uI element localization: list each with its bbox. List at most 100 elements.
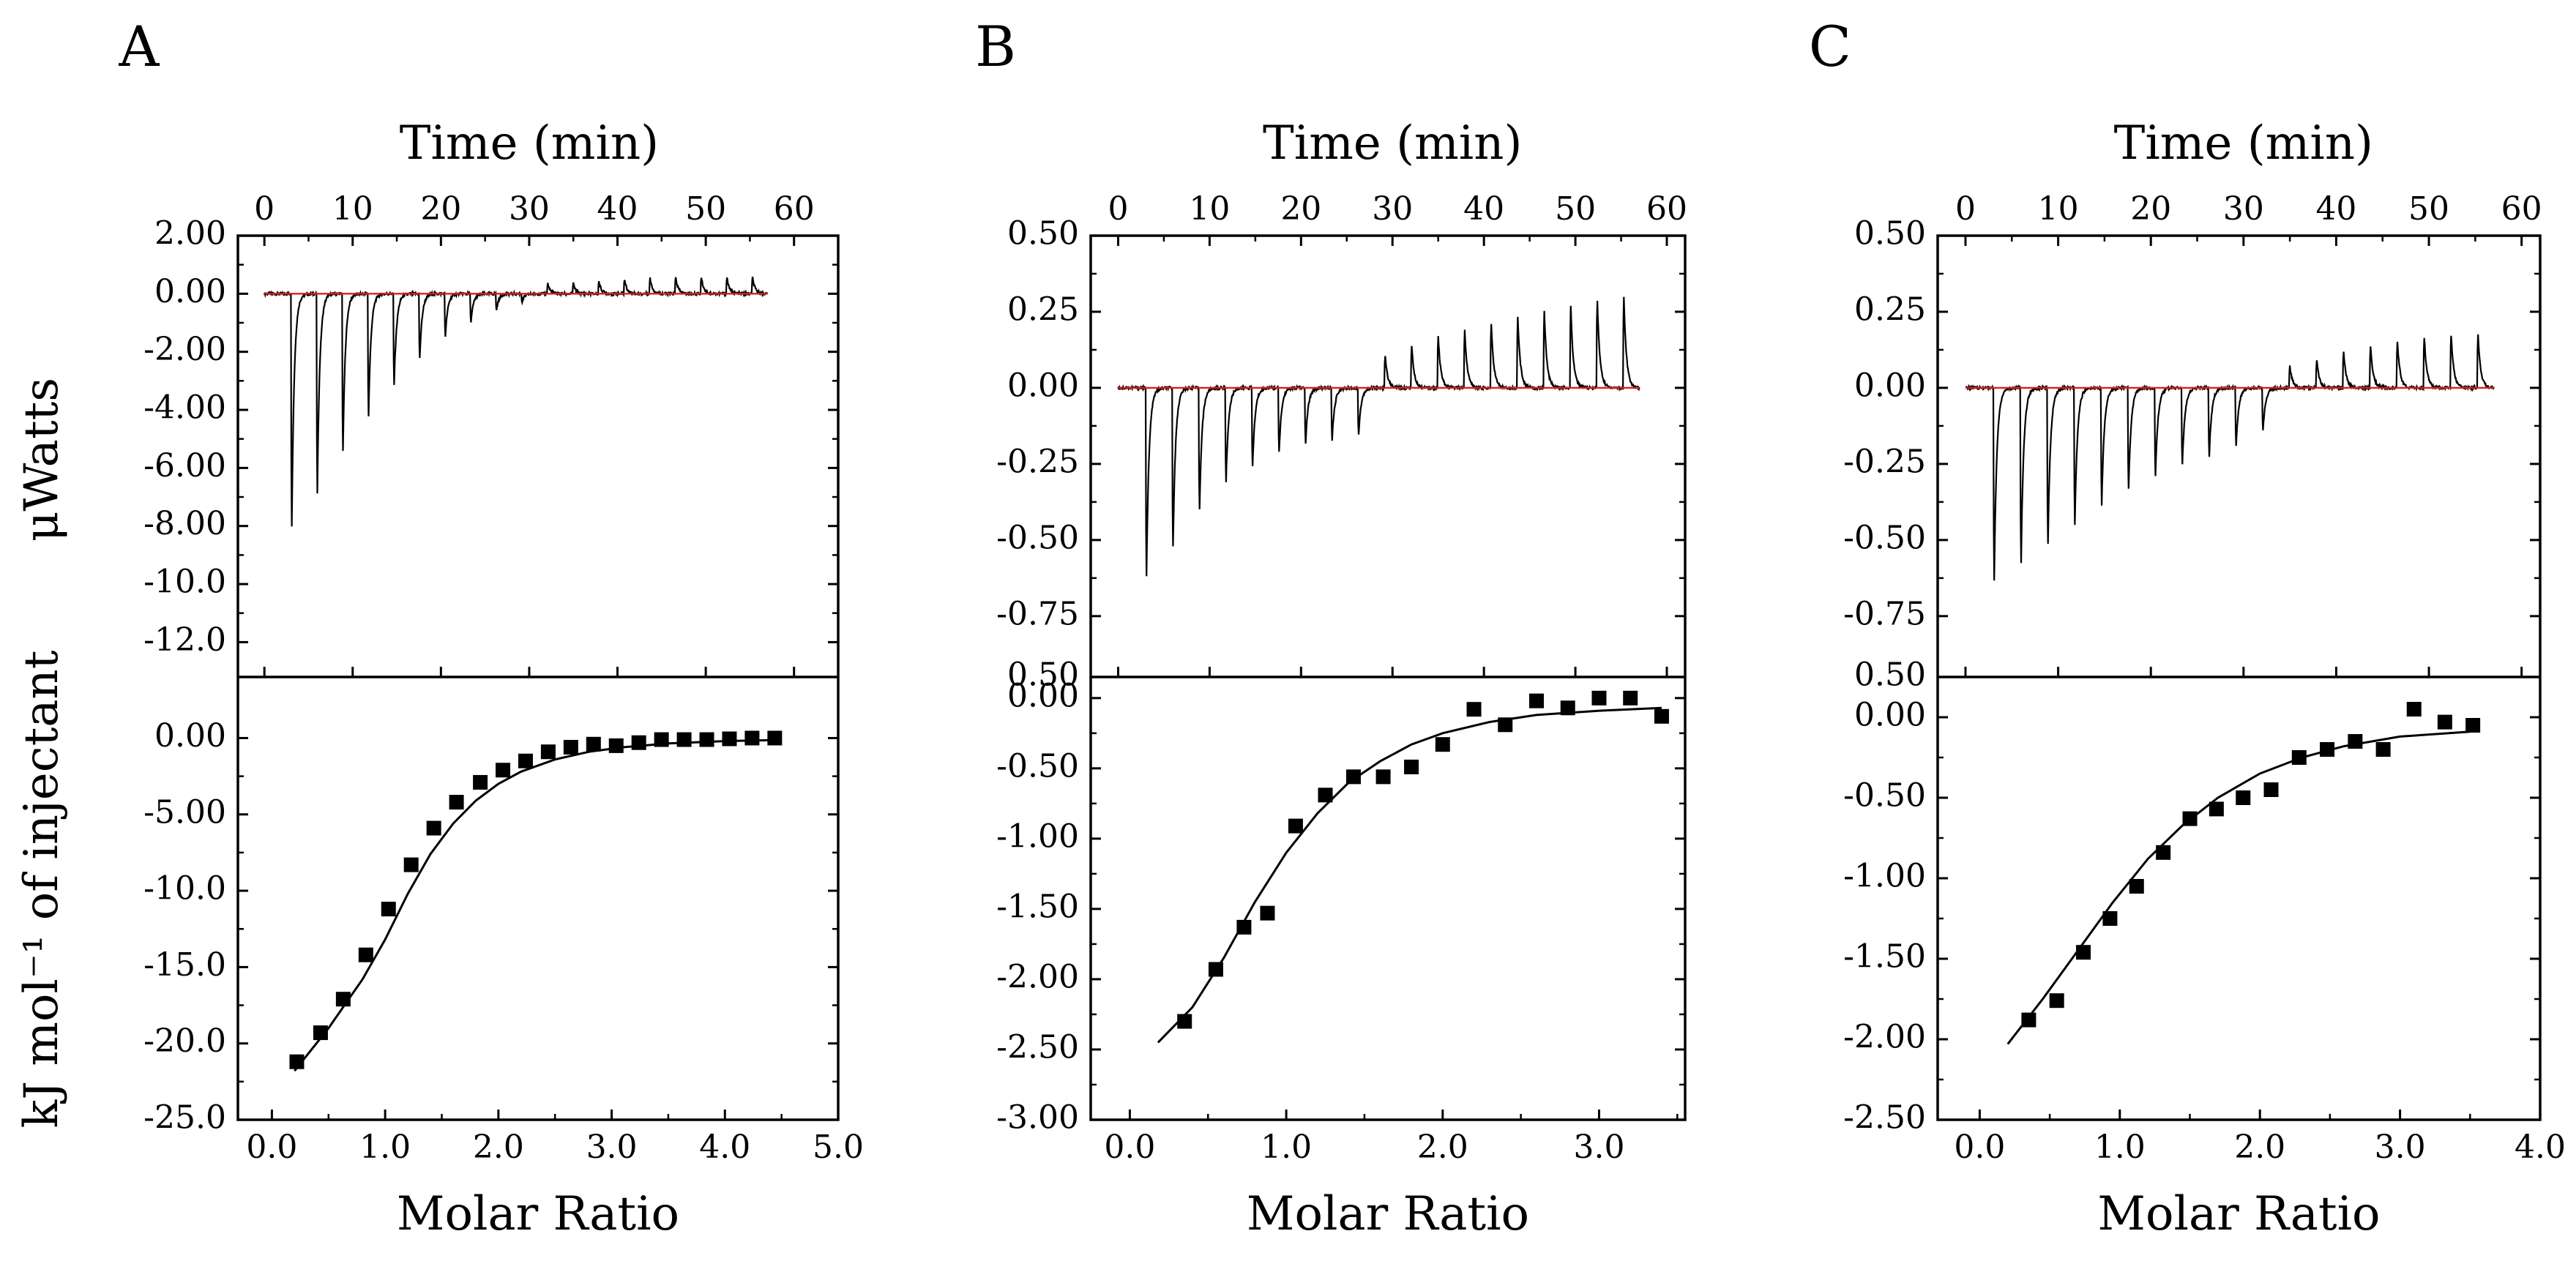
power-tick-label: -0.50: [1843, 519, 1926, 556]
power-tick-label: 0.50: [1854, 215, 1926, 252]
ratio-tick-label: 1.0: [2094, 1129, 2146, 1166]
heat-tick-label: -0.50: [1843, 777, 1926, 815]
data-point: [518, 753, 533, 768]
data-point: [1529, 693, 1544, 708]
time-axis-title: Time (min): [2114, 116, 2373, 171]
data-point: [335, 992, 351, 1007]
data-point: [2437, 714, 2452, 730]
data-point: [1345, 769, 1361, 785]
time-tick-label: 20: [2130, 190, 2171, 228]
ratio-tick-label: 2.0: [1417, 1129, 1468, 1166]
ratio-tick-label: 0.0: [1104, 1129, 1155, 1166]
time-axis-title: Time (min): [400, 116, 659, 171]
power-tick-label: -0.50: [996, 519, 1079, 556]
time-tick-label: 40: [1463, 190, 1504, 228]
data-point: [2375, 742, 2391, 757]
ratio-axis-title: Molar Ratio: [2097, 1187, 2380, 1241]
panel-letter: B: [975, 14, 1016, 79]
power-tick-label: 0.50: [1007, 215, 1079, 252]
data-point: [1404, 759, 1419, 774]
data-point: [2021, 1012, 2036, 1028]
data-point: [1208, 962, 1223, 977]
shared-ylabel-top: μWatts: [15, 378, 69, 542]
heat-tick-label: -10.0: [143, 870, 226, 908]
data-point: [313, 1025, 328, 1041]
data-point: [1375, 769, 1391, 785]
power-tick-label: -2.00: [143, 331, 226, 368]
power-tick-label: 0.25: [1854, 291, 1926, 328]
data-point: [2129, 879, 2144, 894]
heat-tick-label: 0.00: [1854, 697, 1926, 734]
ratio-tick-label: 4.0: [2515, 1129, 2566, 1166]
data-point: [563, 739, 578, 755]
ratio-tick-label: 3.0: [586, 1129, 638, 1166]
ratio-tick-label: 2.0: [2234, 1129, 2285, 1166]
panel-b: B 0 10 20 30 40 50 60 Time (min) 0.50 0.25 0.00 -0.2…: [975, 14, 1687, 1241]
data-point: [2076, 945, 2091, 960]
heat-tick-label: -1.00: [996, 818, 1079, 855]
power-tick-label: 0.25: [1007, 291, 1079, 328]
data-point: [1236, 919, 1252, 935]
heat-tick-label: -2.50: [1843, 1099, 1926, 1137]
heat-tick-label: -2.00: [996, 958, 1079, 995]
data-point: [676, 732, 692, 747]
data-point: [381, 902, 396, 917]
time-tick-label: 10: [332, 190, 373, 228]
shared-ylabel-bottom: kJ mol⁻¹ of injectant: [15, 650, 69, 1128]
power-tick-label: 0.00: [1007, 367, 1079, 404]
fit-curve: [2006, 730, 2471, 1045]
heat-tick-label: -2.00: [1843, 1019, 1926, 1056]
power-tick-label: 2.00: [154, 215, 226, 252]
ratio-tick-label: 0.0: [246, 1129, 297, 1166]
panel-c: C 0 10 20 30 40 50 60 Time (min) 0.50 0.25 0.00 -0.2…: [1809, 14, 2566, 1241]
time-tick-label: 0: [254, 190, 275, 228]
data-point: [496, 763, 511, 778]
data-point: [2182, 811, 2198, 826]
ratio-tick-label: 4.0: [699, 1129, 750, 1166]
data-point: [2236, 790, 2251, 805]
heat-tick-label: -1.50: [1843, 938, 1926, 976]
power-tick-label: -0.25: [1843, 443, 1926, 480]
heat-tick-label: -2.50: [996, 1028, 1079, 1066]
time-tick-label: 30: [2223, 190, 2264, 228]
data-point: [1260, 905, 1275, 921]
data-point: [586, 736, 601, 752]
power-tick-label: -0.75: [996, 595, 1079, 632]
time-tick-label: 60: [774, 190, 815, 228]
data-point: [654, 732, 669, 747]
data-point: [2049, 993, 2064, 1009]
data-point: [2291, 750, 2307, 765]
data-point: [722, 731, 737, 747]
data-point: [1288, 818, 1303, 834]
time-tick-label: 60: [2501, 190, 2542, 228]
ratio-axis-title: Molar Ratio: [1247, 1187, 1529, 1241]
divider-tick-label: 0.50: [1007, 656, 1079, 694]
thermogram-trace: [264, 276, 769, 527]
time-tick-label: 40: [2315, 190, 2356, 228]
data-point: [1318, 787, 1333, 803]
power-tick-label: -0.25: [996, 443, 1079, 480]
time-tick-label: 10: [1189, 190, 1230, 228]
power-tick-label: -12.0: [143, 621, 226, 659]
divider-tick-label: 0.50: [1854, 656, 1926, 694]
data-point: [289, 1054, 305, 1069]
time-tick-label: 20: [1280, 190, 1321, 228]
heat-tick-label: -3.00: [996, 1099, 1079, 1137]
heat-tick-label: -1.50: [996, 888, 1079, 925]
data-point: [1560, 700, 1575, 716]
data-point: [2348, 734, 2363, 749]
ratio-tick-label: 0.0: [1954, 1129, 2005, 1166]
time-axis-title: Time (min): [1263, 116, 1522, 171]
panel-a: A 0 10 20 30 40 50 60 Time (min) 2.00 0.00 -2.00 -4.…: [119, 14, 864, 1241]
ratio-tick-label: 1.0: [359, 1129, 411, 1166]
power-tick-label: -8.00: [143, 505, 226, 542]
data-point: [2406, 702, 2422, 717]
data-point: [426, 820, 441, 836]
time-tick-label: 50: [2408, 190, 2449, 228]
data-point: [449, 795, 464, 810]
data-point: [744, 730, 760, 746]
data-point: [1623, 690, 1638, 706]
time-tick-label: 20: [420, 190, 461, 228]
data-point: [2320, 742, 2335, 757]
